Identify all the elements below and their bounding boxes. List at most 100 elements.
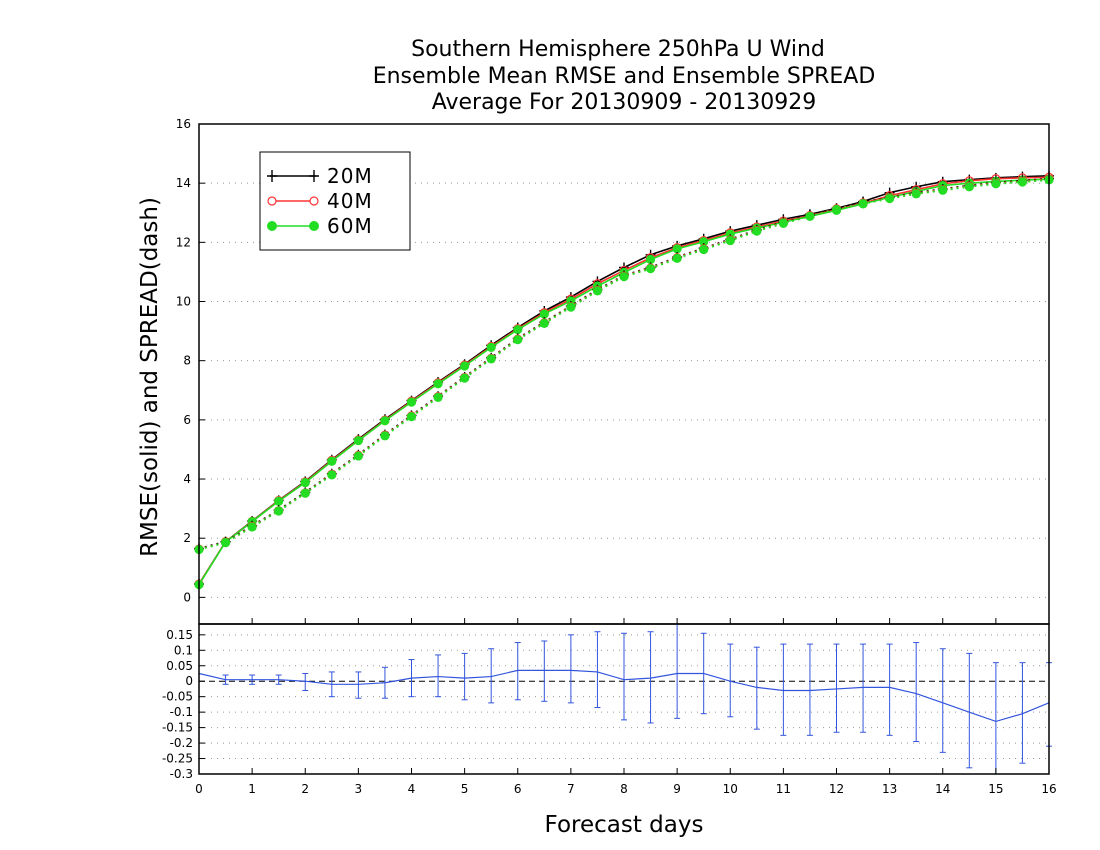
x-tick-label: 8	[620, 782, 628, 796]
data-point	[327, 470, 337, 480]
x-tick-label: 4	[408, 782, 416, 796]
legend-item-60m: 60M	[267, 214, 373, 238]
data-point	[247, 522, 257, 532]
error-bar	[992, 662, 999, 775]
error-bar	[621, 632, 627, 721]
legend-marker	[267, 221, 277, 231]
data-point	[778, 218, 788, 229]
x-tick-label: 6	[514, 782, 522, 796]
data-point	[274, 506, 284, 516]
error-bar	[727, 643, 734, 718]
error-bar	[913, 642, 920, 743]
main-y-tick-label: 2	[183, 531, 191, 545]
x-axis-ticks: 0 1 2 3 4 5 6 7 8 9 10 11 12 13 14 15 16	[195, 618, 1057, 796]
data-point	[353, 451, 363, 461]
data-point	[964, 182, 974, 192]
x-tick-label: 11	[776, 782, 791, 796]
main-y-tick-label: 12	[176, 235, 191, 249]
data-point	[486, 354, 496, 364]
error-bar	[674, 623, 681, 719]
legend-item-20m: 20M	[267, 164, 373, 188]
legend-marker	[267, 170, 277, 182]
data-point	[725, 235, 735, 246]
y-axis-title: RMSE(solid) and SPREAD(dash)	[137, 197, 163, 557]
data-point	[645, 254, 656, 265]
data-point	[619, 272, 629, 282]
difference-y-tick-label: -0.1	[170, 705, 193, 719]
chart-title: Southern Hemisphere 250hPa U Wind Ensemb…	[373, 37, 876, 115]
data-point	[672, 244, 682, 254]
data-point	[433, 379, 443, 389]
error-bar	[806, 643, 813, 736]
error-bar	[780, 643, 787, 736]
error-bar	[860, 643, 867, 733]
error-bar	[833, 643, 840, 733]
difference-y-tick-label: -0.2	[170, 736, 193, 750]
error-bar	[594, 631, 601, 709]
legend-label: 20M	[327, 164, 373, 188]
main-y-tick-label: 6	[183, 413, 191, 427]
data-point	[460, 361, 470, 371]
error-bar	[541, 640, 548, 702]
x-tick-label: 16	[1041, 782, 1056, 796]
difference-y-tick-label: -0.25	[162, 752, 193, 766]
x-tick-label: 0	[195, 782, 203, 796]
x-tick-label: 7	[567, 782, 575, 796]
main-y-tick-label: 4	[183, 472, 191, 486]
data-point	[353, 435, 363, 446]
error-bar	[1019, 662, 1026, 764]
x-tick-label: 15	[988, 782, 1003, 796]
x-tick-label: 9	[673, 782, 681, 796]
data-point	[380, 431, 390, 441]
error-bar	[567, 634, 574, 704]
difference-y-tick-label: -0.05	[162, 690, 193, 704]
data-point	[592, 286, 603, 296]
difference-line	[198, 669, 1050, 723]
data-point	[327, 456, 337, 466]
legend-label: 40M	[327, 189, 373, 213]
data-point	[433, 392, 443, 402]
x-tick-label: 13	[882, 782, 897, 796]
main-y-axis-ticks: 0 2 4 6 8 10 12 14 16	[176, 117, 205, 604]
error-bar	[355, 671, 362, 699]
data-point	[513, 335, 523, 345]
error-bar	[302, 672, 309, 691]
title-line-2: Ensemble Mean RMSE and Ensemble SPREAD	[373, 64, 876, 89]
error-bar	[939, 648, 946, 753]
error-bar	[461, 652, 468, 701]
x-tick-label: 12	[829, 782, 844, 796]
main-gridlines	[199, 182, 1049, 598]
main-y-tick-label: 14	[176, 176, 191, 190]
data-point	[1017, 177, 1028, 187]
data-point	[380, 416, 390, 426]
error-bar	[488, 648, 495, 704]
error-bar	[647, 631, 654, 724]
legend-label: 60M	[327, 214, 373, 238]
x-tick-label: 14	[935, 782, 950, 796]
data-point	[885, 193, 895, 204]
main-y-tick-label: 16	[176, 117, 191, 131]
data-point	[566, 302, 576, 312]
difference-y-tick-label: -0.15	[162, 721, 193, 735]
x-tick-label: 5	[461, 782, 469, 796]
data-point	[274, 496, 284, 506]
difference-y-tick-label: 0	[185, 674, 193, 688]
main-y-tick-label: 8	[183, 354, 191, 368]
data-point	[858, 198, 868, 209]
data-point	[805, 211, 815, 221]
data-point	[672, 253, 682, 263]
data-point	[300, 477, 310, 488]
data-point	[938, 185, 948, 195]
error-bar	[514, 642, 521, 701]
error-bar	[435, 654, 442, 698]
x-tick-label: 10	[723, 782, 738, 796]
data-point	[513, 325, 523, 335]
difference-y-tick-label: 0.1	[174, 643, 193, 657]
legend-item-40m: 40M	[267, 189, 373, 213]
difference-y-tick-label: 0.15	[166, 628, 193, 642]
error-bar	[966, 652, 973, 769]
main-series-layer	[194, 170, 1054, 590]
data-point	[406, 397, 417, 407]
